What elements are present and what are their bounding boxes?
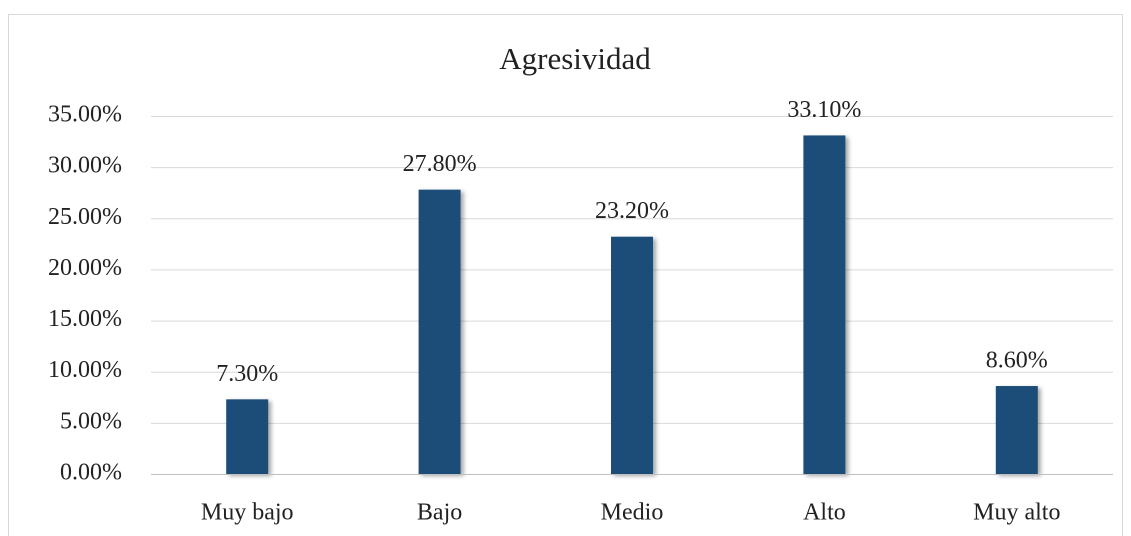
x-tick-label: Muy alto [973,500,1060,526]
x-tick-label: Muy bajo [201,500,294,526]
x-tick-label: Alto [803,500,846,526]
bar [803,135,846,475]
x-tick-label: Medio [601,500,664,526]
data-label: 8.60% [986,348,1048,374]
bar [995,386,1038,474]
y-tick-label: 25.00% [48,204,122,230]
bar [611,236,653,474]
y-tick-label: 20.00% [48,255,122,281]
data-label: 33.10% [787,97,861,123]
y-tick-label: 5.00% [60,408,122,434]
chart-border [8,14,1123,536]
y-tick-label: 35.00% [48,102,122,128]
y-tick-label: 15.00% [48,306,122,332]
y-tick-label: 30.00% [48,153,122,179]
data-label: 23.20% [595,198,669,224]
y-tick-label: 10.00% [48,357,122,383]
x-tick-label: Bajo [417,500,462,526]
y-tick-label: 0.00% [60,460,122,486]
bar [226,399,269,474]
chart-title: Agresividad [499,41,651,76]
data-label: 7.30% [216,361,278,387]
bar [418,189,461,474]
data-label: 27.80% [403,151,477,177]
